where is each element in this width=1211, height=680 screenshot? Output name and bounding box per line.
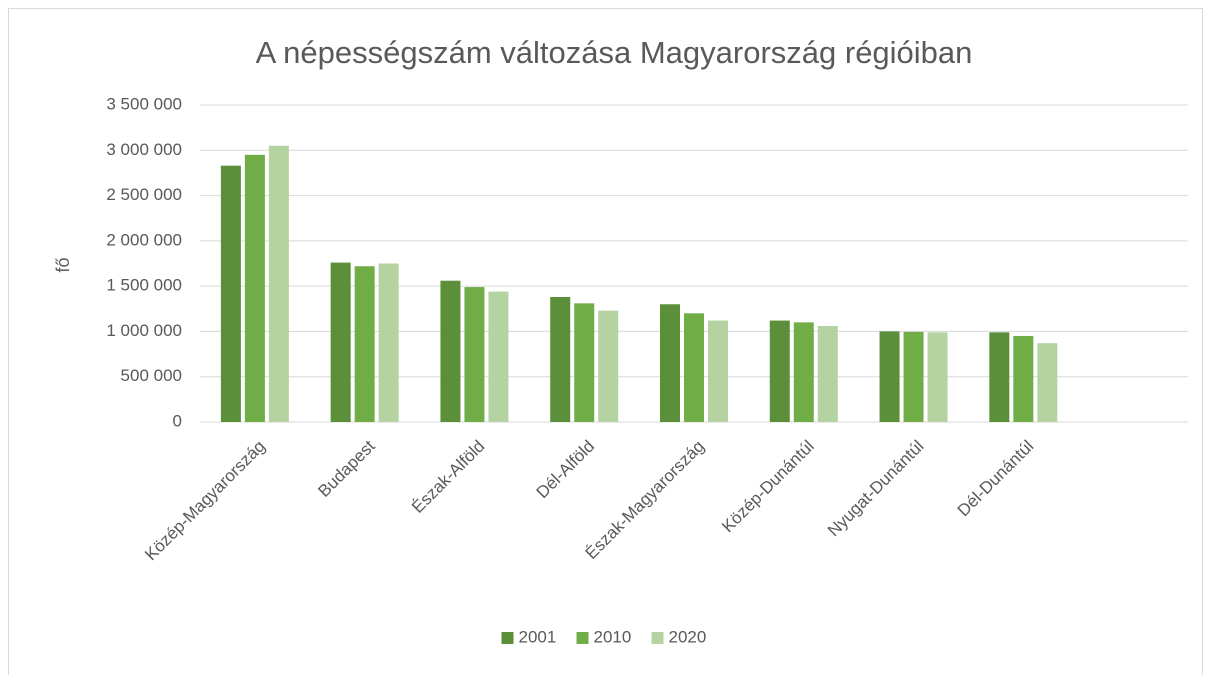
legend-swatch	[501, 632, 514, 644]
y-tick-label: 500 000	[121, 366, 182, 385]
bar	[550, 297, 571, 422]
bar	[1037, 343, 1058, 422]
bar	[244, 154, 265, 423]
bar	[660, 304, 680, 422]
y-tick-label: 3 500 000	[106, 94, 182, 113]
bar	[378, 263, 399, 422]
chart-title: A népességszám változása Magyarország ré…	[256, 35, 973, 70]
bar	[793, 322, 814, 422]
bar	[927, 332, 948, 422]
bar	[989, 332, 1010, 422]
legend-swatch	[576, 632, 589, 644]
legend-label: 2001	[519, 627, 557, 646]
bar	[268, 145, 289, 422]
bar	[440, 280, 461, 422]
legend-swatch	[651, 632, 664, 644]
bar	[684, 313, 704, 422]
bar	[903, 331, 924, 422]
y-axis-label: fő	[53, 257, 73, 272]
bar	[598, 310, 619, 422]
bar	[330, 262, 351, 422]
y-tick-label: 3 000 000	[106, 140, 182, 159]
bar	[574, 303, 595, 422]
bar	[354, 266, 375, 422]
y-tick-label: 1 500 000	[106, 276, 182, 295]
bar	[1013, 335, 1034, 422]
bar	[464, 287, 485, 422]
bar	[708, 320, 728, 422]
legend-label: 2020	[669, 627, 707, 646]
y-tick-label: 2 500 000	[106, 185, 182, 204]
bar	[769, 320, 790, 422]
bar	[488, 291, 509, 422]
legend-label: 2010	[594, 627, 632, 646]
y-tick-label: 0	[173, 411, 182, 430]
y-tick-label: 1 000 000	[106, 321, 182, 340]
bar	[220, 165, 241, 422]
bar	[879, 331, 900, 422]
y-tick-label: 2 000 000	[106, 230, 182, 249]
bar	[817, 325, 838, 422]
